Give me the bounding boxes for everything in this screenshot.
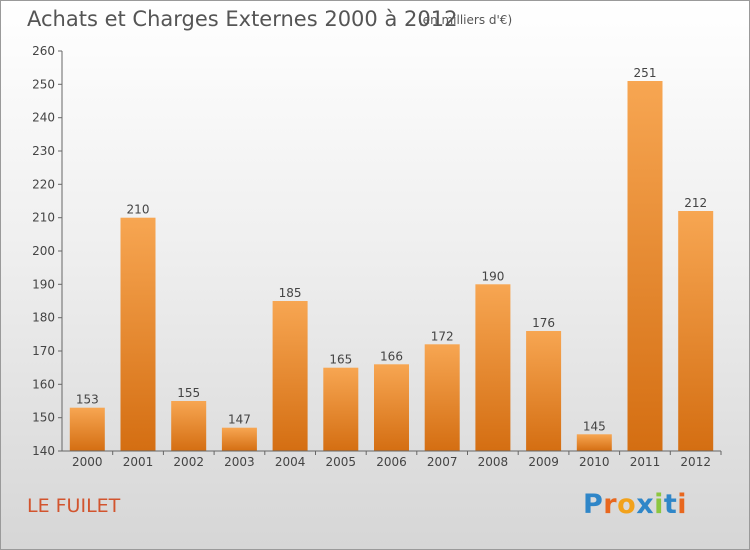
bar-2006	[374, 364, 409, 451]
logo-letter: o	[617, 489, 637, 520]
data-label-2002: 155	[177, 386, 200, 400]
x-tick-label-2009: 2009	[528, 455, 559, 469]
bar-2000	[69, 407, 105, 451]
logo-letter: i	[677, 489, 688, 520]
x-tick-label-2008: 2008	[478, 455, 509, 469]
data-label-2001: 210	[127, 203, 150, 217]
bar-2012	[678, 211, 714, 451]
commune-name: LE FUILET	[27, 495, 121, 517]
bar-2004	[272, 301, 308, 451]
data-label-2000: 153	[76, 393, 99, 407]
y-tick-label-250: 250	[32, 77, 55, 91]
x-tick-label-2006: 2006	[376, 455, 407, 469]
x-tick-label-2005: 2005	[326, 455, 357, 469]
chart-title: Achats et Charges Externes 2000 à 2012	[27, 7, 458, 31]
data-label-2004: 185	[279, 286, 302, 300]
chart-subtitle: (en milliers d'€)	[418, 13, 513, 27]
bar-2002	[171, 401, 207, 451]
data-label-2008: 190	[481, 269, 504, 283]
bar-2005	[323, 367, 359, 451]
bar-2009	[526, 331, 562, 451]
y-tick-label-140: 140	[32, 444, 55, 458]
logo-letter: r	[603, 489, 618, 520]
x-tick-label-2002: 2002	[173, 455, 204, 469]
y-tick-label-240: 240	[32, 111, 55, 125]
y-tick-label-160: 160	[32, 377, 55, 391]
data-label-2006: 166	[380, 349, 403, 363]
y-tick-label-180: 180	[32, 311, 55, 325]
x-tick-label-2000: 2000	[72, 455, 103, 469]
bar-2007	[424, 344, 460, 451]
bar-2001	[120, 217, 156, 451]
data-label-2003: 147	[228, 413, 251, 427]
data-label-2012: 212	[684, 196, 707, 210]
data-label-2005: 165	[329, 353, 352, 367]
x-tick-label-2011: 2011	[630, 455, 661, 469]
bar-2011	[627, 81, 663, 451]
y-tick-label-230: 230	[32, 144, 55, 158]
bar-2003	[221, 427, 257, 451]
data-label-2007: 172	[431, 329, 454, 343]
logo-letter: i	[654, 489, 664, 520]
x-tick-label-2003: 2003	[224, 455, 255, 469]
x-tick-label-2010: 2010	[579, 455, 610, 469]
x-tick-label-2004: 2004	[275, 455, 306, 469]
x-tick-label-2001: 2001	[123, 455, 154, 469]
y-tick-label-260: 260	[32, 44, 55, 58]
x-tick-label-2012: 2012	[680, 455, 711, 469]
data-label-2010: 145	[583, 419, 606, 433]
bar-2010	[576, 434, 612, 451]
y-tick-label-210: 210	[32, 211, 55, 225]
proxiti-logo: Proxiti	[583, 489, 687, 520]
y-tick-label-200: 200	[32, 244, 55, 258]
x-tick-label-2007: 2007	[427, 455, 458, 469]
bar-2008	[475, 284, 511, 451]
y-tick-label-150: 150	[32, 411, 55, 425]
y-tick-label-190: 190	[32, 277, 55, 291]
y-tick-label-220: 220	[32, 177, 55, 191]
y-tick-label-170: 170	[32, 344, 55, 358]
logo-letter: x	[636, 489, 655, 520]
logo-letter: t	[663, 489, 678, 520]
data-label-2009: 176	[532, 316, 555, 330]
data-label-2011: 251	[634, 66, 657, 80]
logo-letter: P	[583, 489, 604, 520]
